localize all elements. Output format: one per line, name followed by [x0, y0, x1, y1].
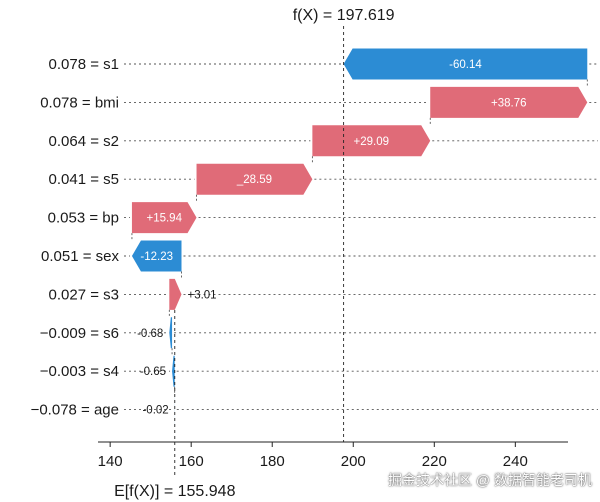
shap-bar	[196, 163, 313, 195]
x-tick-label: 200	[341, 453, 366, 470]
value-label: +3.01	[187, 289, 216, 301]
value-label: -0.68	[137, 328, 163, 340]
shap-bar	[131, 202, 197, 234]
shap-bar	[343, 48, 588, 80]
feature-label: −0.009 = s6	[40, 325, 119, 342]
fx-label: f(X) = 197.619	[293, 7, 395, 24]
feature-label: 0.078 = s1	[49, 56, 119, 73]
shap-bar	[430, 86, 588, 118]
value-label: +38.76	[491, 97, 527, 109]
x-tick-label: 140	[98, 453, 123, 470]
value-label: _28.59	[236, 174, 272, 186]
feature-label: 0.064 = s2	[49, 133, 119, 150]
base-value-label: E[f(X)] = 155.948	[114, 483, 236, 500]
x-tick-label: 160	[179, 453, 204, 470]
feature-label: 0.053 = bp	[48, 210, 119, 227]
value-label: +29.09	[354, 136, 390, 148]
shap-bar	[169, 278, 182, 310]
x-tick-label: 180	[260, 453, 285, 470]
value-label: -0.02	[142, 405, 168, 417]
shap-bar	[312, 125, 431, 157]
x-tick-label: 220	[422, 453, 447, 470]
value-label: +15.94	[146, 213, 182, 225]
value-label: -0.65	[140, 366, 166, 378]
x-tick-label: 240	[503, 453, 528, 470]
shap-bar	[131, 240, 182, 272]
feature-label: 0.027 = s3	[49, 286, 119, 303]
feature-label: 0.051 = sex	[41, 248, 119, 265]
feature-label: 0.041 = s5	[49, 171, 119, 188]
value-label: -60.14	[449, 59, 482, 71]
value-label: -12.23	[140, 251, 173, 263]
feature-label: −0.003 = s4	[40, 363, 119, 380]
shap-bar	[172, 355, 175, 387]
feature-label: 0.078 = bmi	[40, 94, 119, 111]
watermark: 掘金技术社区 @ 数据智能老司机	[388, 472, 592, 488]
x-axis: 140 160 180 200 220 240	[98, 441, 568, 470]
feature-label: −0.078 = age	[31, 402, 119, 419]
shap-bar	[169, 317, 173, 349]
